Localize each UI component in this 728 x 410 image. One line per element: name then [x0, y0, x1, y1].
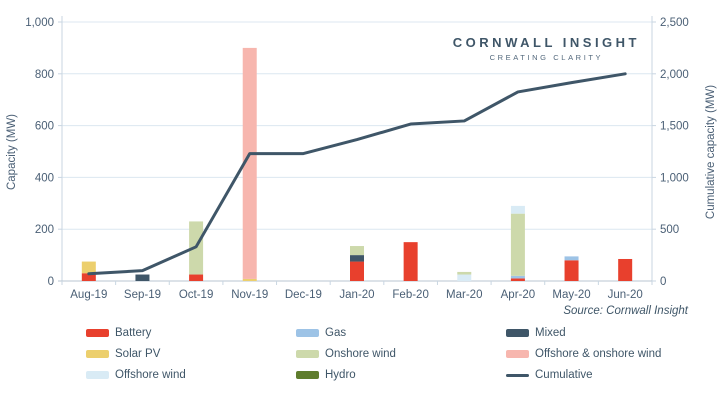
logo-tagline: CREATING CLARITY: [489, 53, 604, 62]
offshore-wind-swatch-icon: [86, 371, 109, 379]
hydro-swatch-icon: [296, 371, 319, 379]
mixed-swatch-icon: [506, 329, 529, 337]
legend-item-battery: Battery: [86, 327, 296, 339]
bar-segment-battery: [189, 274, 204, 281]
bar-segment-offshore-onshore-wind: [242, 47, 257, 279]
plot-area: Capacity (MW) Cumulative capacity (MW) 0…: [6, 16, 717, 301]
solar-pv-swatch-icon: [86, 350, 109, 358]
legend-label: Offshore wind: [115, 369, 186, 381]
battery-swatch-icon: [86, 329, 109, 337]
x-axis-label: Aug-19: [70, 289, 107, 301]
source-caption: Source: Cornwall Insight: [563, 305, 688, 317]
left-axis-tick-label: 600: [35, 121, 54, 133]
onshore-wind-swatch-icon: [296, 350, 319, 358]
bar-segment-mixed: [350, 255, 364, 262]
right-axis-tick-label: 0: [660, 276, 666, 288]
bar-segment-offshore-wind: [457, 274, 472, 281]
legend-item-onshore-wind: Onshore wind: [296, 348, 506, 360]
bar-segment-battery: [350, 261, 364, 281]
x-axis-label: Nov-19: [231, 289, 268, 301]
bar-segment-battery: [564, 260, 579, 281]
left-axis-tick-label: 200: [35, 224, 54, 236]
right-axis-tick-label: 2,000: [660, 69, 689, 81]
legend-item-solar-pv: Solar PV: [86, 348, 296, 360]
bar-segment-solar-pv: [81, 261, 96, 274]
gas-swatch-icon: [296, 329, 319, 337]
bar-segment-gas: [564, 256, 579, 261]
legend-item-cumulative: Cumulative: [506, 369, 700, 381]
x-axis-label: Apr-20: [501, 289, 536, 301]
chart-legend: Battery Gas Mixed Solar PV Onshore wind Offsh…: [86, 327, 700, 381]
bar-segment-solar-pv: [242, 278, 257, 281]
legend-label: Cumulative: [535, 369, 593, 381]
x-axis-label: Feb-20: [392, 289, 428, 301]
x-axis-label: Sep-19: [124, 289, 161, 301]
left-axis-tick-label: 0: [48, 276, 54, 288]
bar-segment-onshore-wind: [457, 271, 472, 275]
x-axis-label: May-20: [552, 289, 590, 301]
legend-label: Onshore wind: [325, 348, 396, 360]
right-axis-tick-label: 2,500: [660, 17, 689, 29]
left-axis-tick-label: 400: [35, 172, 54, 184]
legend-item-gas: Gas: [296, 327, 506, 339]
right-axis-tick-label: 500: [660, 224, 679, 236]
bar-segment-offshore-wind: [510, 205, 525, 214]
bar-segment-battery: [403, 242, 418, 281]
bar-segment-battery: [81, 273, 96, 281]
left-axis-tick-label: 1,000: [25, 17, 54, 29]
bar-segment-battery: [510, 278, 525, 281]
cumulative-swatch-icon: [506, 373, 529, 377]
left-axis-tick-label: 800: [35, 69, 54, 81]
x-axis-label: Jan-20: [339, 289, 374, 301]
legend-item-hydro: Hydro: [296, 369, 506, 381]
x-axis-label: Dec-19: [285, 289, 322, 301]
x-axis-label: Jun-20: [608, 289, 643, 301]
legend-item-offshore-wind: Offshore wind: [86, 369, 296, 381]
legend-label: Mixed: [535, 327, 566, 339]
bar-segment-mixed: [135, 274, 150, 281]
logo-title: CORNWALL INSIGHT: [452, 35, 640, 50]
right-axis-title: Cumulative capacity (MW): [705, 85, 717, 219]
cornwall-insight-logo: CORNWALL INSIGHT CREATING CLARITY: [453, 35, 640, 62]
legend-label: Solar PV: [115, 348, 161, 360]
bar-segment-onshore-wind: [510, 213, 525, 276]
legend-label: Gas: [325, 327, 347, 339]
bar-segment-gas: [510, 275, 525, 279]
legend-label: Hydro: [325, 369, 356, 381]
legend-item-offshore-onshore-wind: Offshore & onshore wind: [506, 348, 700, 360]
right-axis-tick-label: 1,500: [660, 121, 689, 133]
right-axis-tick-label: 1,000: [660, 172, 689, 184]
legend-label: Battery: [115, 327, 152, 339]
legend-label: Offshore & onshore wind: [535, 348, 662, 360]
legend-item-mixed: Mixed: [506, 327, 700, 339]
x-axis-label: Oct-19: [179, 289, 214, 301]
x-axis-label: Mar-20: [446, 289, 482, 301]
cumulative-line: [87, 72, 627, 276]
bar-segment-battery: [618, 258, 633, 281]
bar-segment-onshore-wind: [350, 246, 364, 256]
offshore-onshore-wind-swatch-icon: [506, 350, 529, 358]
left-axis-title: Capacity (MW): [6, 114, 18, 190]
